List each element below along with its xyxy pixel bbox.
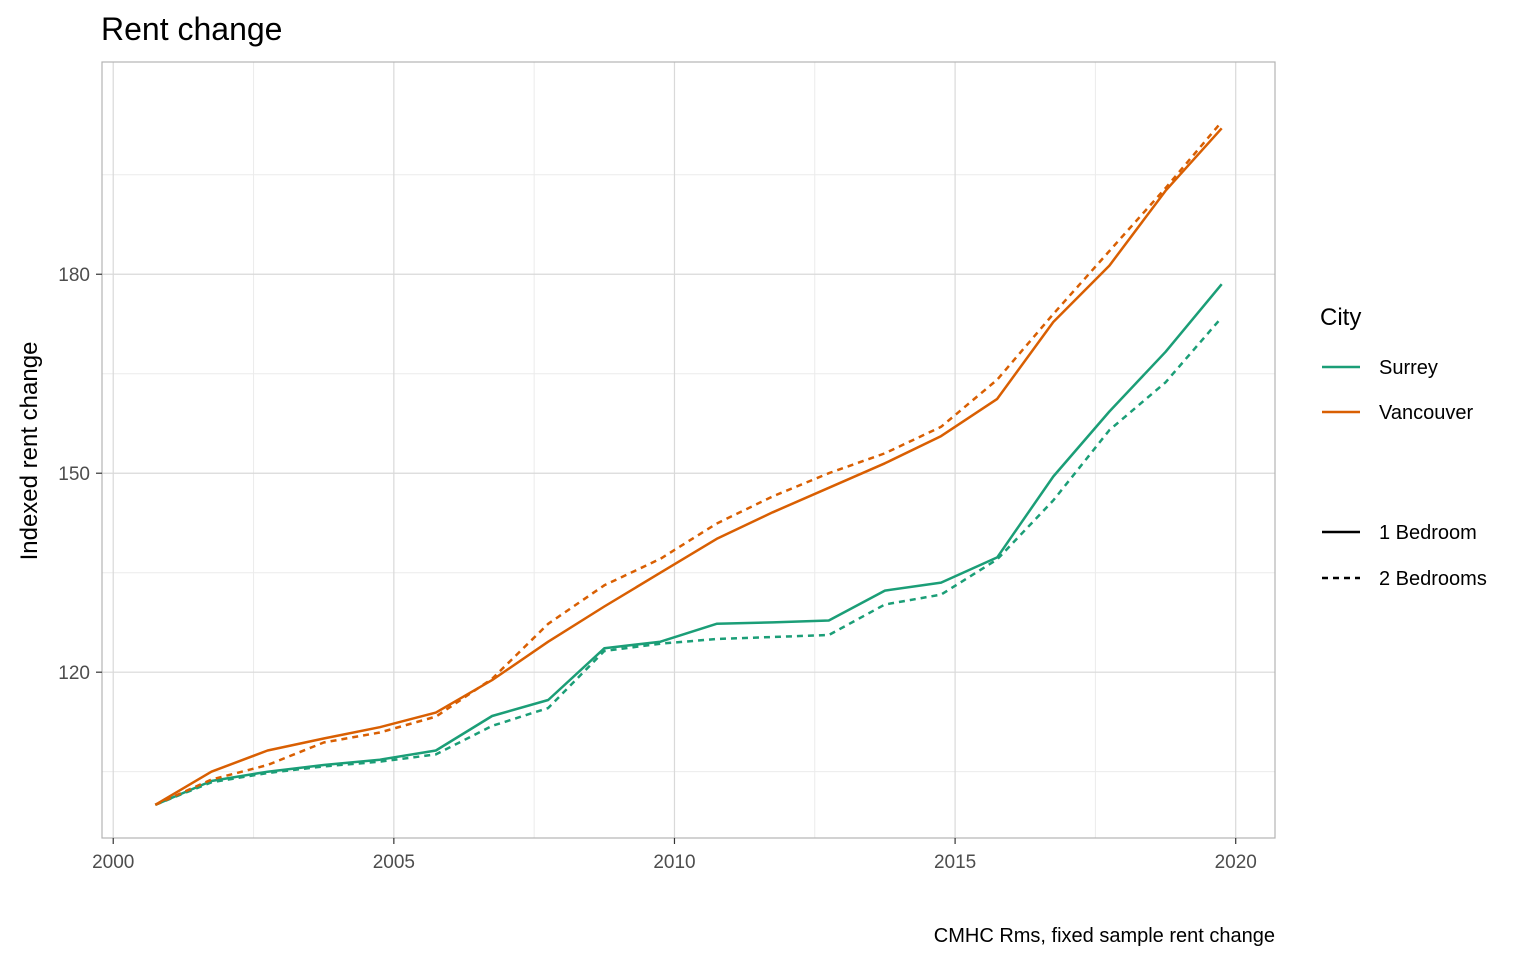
y-tick-label: 150 — [58, 464, 90, 485]
legend-label-2-bedrooms: 2 Bedrooms — [1379, 568, 1487, 590]
legend-label-1-bedroom: 1 Bedroom — [1379, 522, 1477, 544]
x-tick-label: 2010 — [653, 852, 695, 873]
x-tick-label: 2000 — [92, 852, 134, 873]
axes: 2000 2005 2010 2015 2020 120 150 180 — [58, 265, 1257, 873]
x-tick-label: 2005 — [373, 852, 415, 873]
chart-caption: CMHC Rms, fixed sample rent change — [934, 925, 1275, 947]
chart-title: Rent change — [101, 11, 282, 47]
panel-border — [101, 61, 1276, 839]
y-tick-label: 120 — [58, 663, 90, 684]
x-tick-label: 2020 — [1215, 852, 1257, 873]
x-tick-label: 2015 — [934, 852, 976, 873]
legend-label-surrey: Surrey — [1379, 357, 1438, 379]
y-axis-title: Indexed rent change — [16, 342, 43, 561]
plot-panel — [101, 61, 1276, 839]
legend: City Surrey Vancouver 1 Bedroom 2 Bedroo… — [1320, 304, 1487, 590]
series-line-vancouver-2-bedrooms — [154, 120, 1223, 806]
series-line-surrey-1-bedroom — [154, 283, 1223, 806]
series-layer — [154, 120, 1223, 806]
legend-label-vancouver: Vancouver — [1379, 402, 1473, 424]
series-line-vancouver-1-bedroom — [154, 127, 1223, 806]
y-tick-label: 180 — [58, 265, 90, 286]
legend-color-title: City — [1320, 304, 1361, 331]
series-line-surrey-2-bedrooms — [154, 316, 1223, 806]
